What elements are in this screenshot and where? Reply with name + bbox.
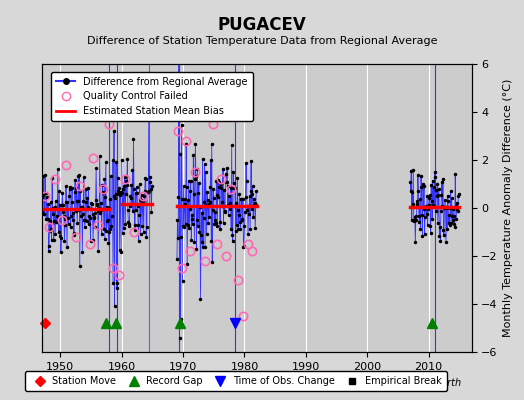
Text: PUGACEV: PUGACEV [217, 16, 307, 34]
Text: Berkeley Earth: Berkeley Earth [389, 378, 461, 388]
Legend: Station Move, Record Gap, Time of Obs. Change, Empirical Break: Station Move, Record Gap, Time of Obs. C… [25, 372, 446, 391]
Y-axis label: Monthly Temperature Anomaly Difference (°C): Monthly Temperature Anomaly Difference (… [504, 79, 514, 337]
Text: Difference of Station Temperature Data from Regional Average: Difference of Station Temperature Data f… [87, 36, 437, 46]
Legend: Difference from Regional Average, Quality Control Failed, Estimated Station Mean: Difference from Regional Average, Qualit… [51, 72, 253, 121]
